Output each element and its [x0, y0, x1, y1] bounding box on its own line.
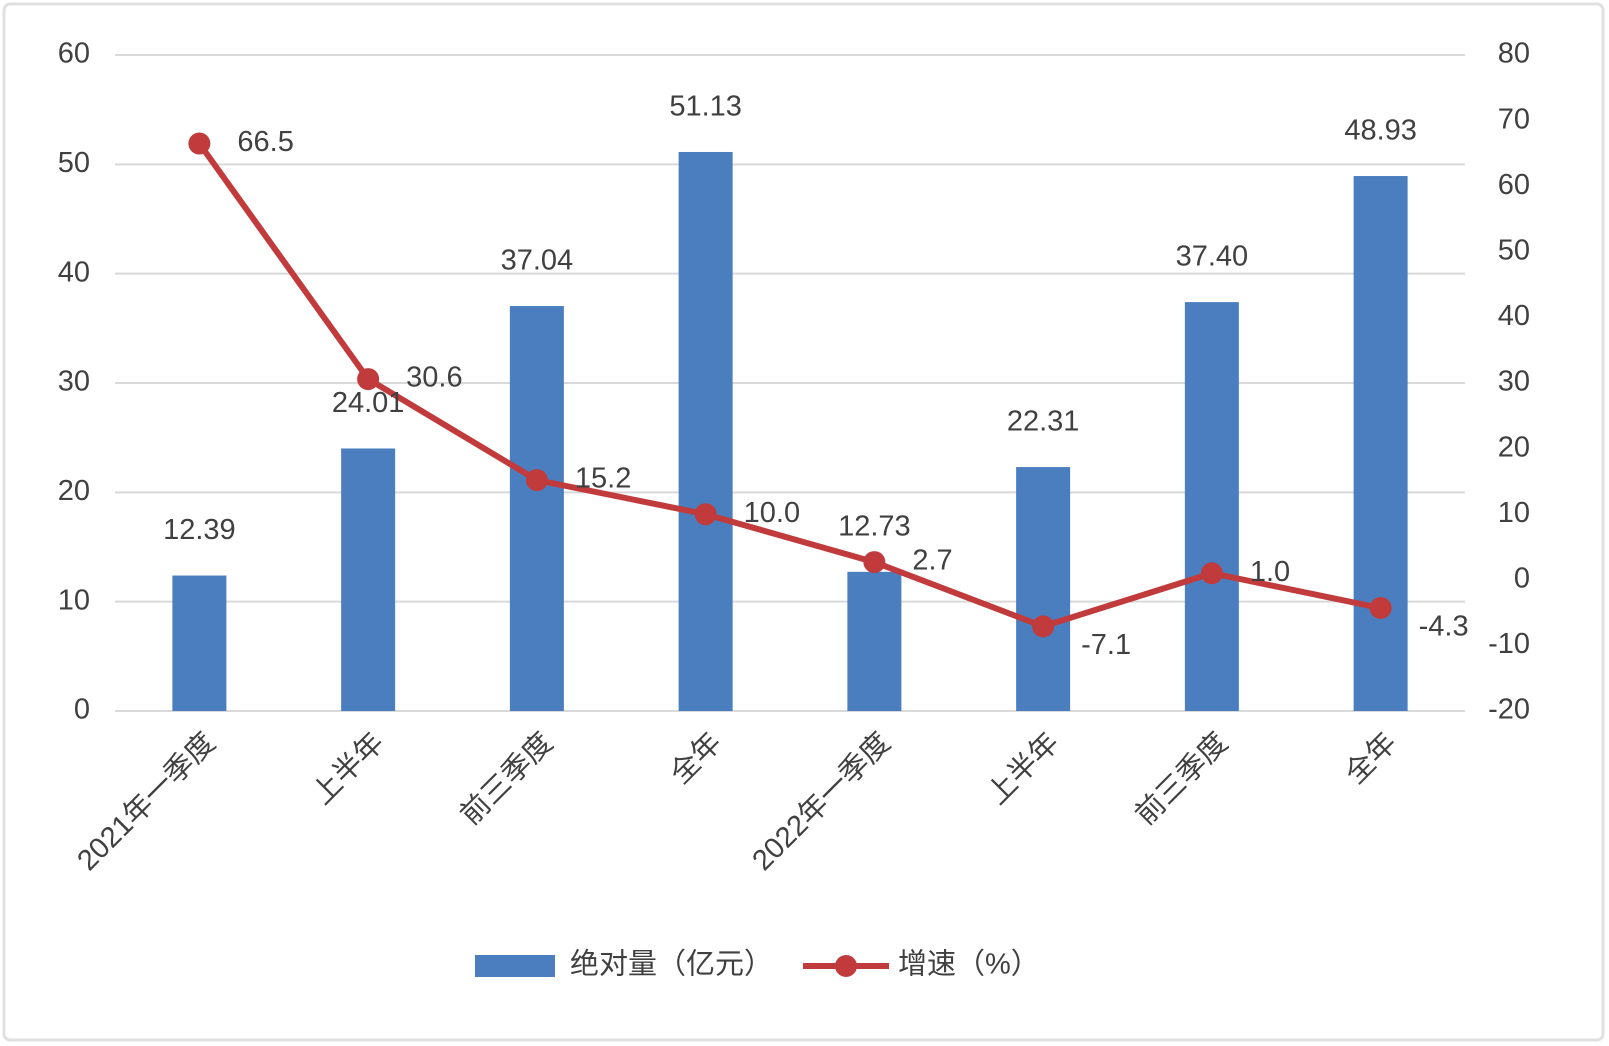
y2-tick-label: 40	[1498, 300, 1530, 332]
bar-value-label: 37.04	[501, 245, 574, 277]
y-tick-label: 20	[58, 475, 90, 507]
bar	[341, 448, 396, 711]
bar-value-label: 22.31	[1007, 406, 1080, 438]
bar-value-label: 24.01	[332, 387, 405, 419]
bar	[678, 151, 733, 712]
legend-label: 增速（%）	[898, 948, 1040, 981]
line-point	[1032, 615, 1055, 638]
line-value-label: 2.7	[912, 545, 952, 577]
y2-tick-label: 80	[1498, 38, 1530, 70]
y-tick-label: 50	[58, 147, 90, 179]
y2-tick-label: -10	[1488, 628, 1530, 660]
line-value-label: -7.1	[1081, 629, 1131, 661]
line	[196, 141, 1382, 630]
bar-value-label: 12.39	[163, 514, 236, 546]
bar	[172, 575, 227, 711]
line-value-label: -4.3	[1419, 611, 1469, 643]
legend-swatch	[475, 955, 555, 977]
line-value-label: 1.0	[1250, 556, 1290, 588]
y2-tick-label: 10	[1498, 497, 1530, 529]
bar-value-label: 48.93	[1344, 115, 1417, 147]
y2-tick-label: 70	[1498, 103, 1530, 135]
y-tick-label: 30	[58, 366, 90, 398]
bar	[1353, 176, 1408, 712]
y2-tick-label: 50	[1498, 234, 1530, 266]
line-point	[1200, 562, 1223, 585]
y-tick-label: 0	[74, 694, 90, 726]
y-tick-label: 60	[58, 38, 90, 70]
y-tick-label: 10	[58, 584, 90, 616]
line-point	[863, 551, 886, 574]
bar	[1184, 302, 1239, 711]
bar-value-label: 37.40	[1176, 241, 1249, 273]
line-point	[694, 503, 717, 526]
y2-tick-label: 0	[1514, 562, 1530, 594]
bar	[847, 571, 902, 711]
bar	[509, 306, 564, 711]
y2-tick-label: -20	[1488, 694, 1530, 726]
line-point	[357, 368, 380, 391]
line-value-label: 30.6	[406, 362, 462, 394]
y2-tick-label: 60	[1498, 169, 1530, 201]
legend-label: 绝对量（亿元）	[570, 948, 773, 981]
line-point	[525, 469, 548, 492]
y2-tick-label: 30	[1498, 366, 1530, 398]
y2-tick-label: 20	[1498, 431, 1530, 463]
y-tick-label: 40	[58, 256, 90, 288]
bar-value-label: 12.73	[838, 510, 911, 542]
line-point	[1369, 597, 1392, 620]
line-value-label: 10.0	[744, 497, 800, 529]
bar-value-label: 51.13	[669, 91, 742, 123]
line-value-label: 15.2	[575, 463, 631, 495]
legend-swatch-point	[835, 955, 858, 977]
bar	[1016, 467, 1071, 711]
line-value-label: 66.5	[237, 126, 293, 158]
line-point	[188, 132, 211, 155]
